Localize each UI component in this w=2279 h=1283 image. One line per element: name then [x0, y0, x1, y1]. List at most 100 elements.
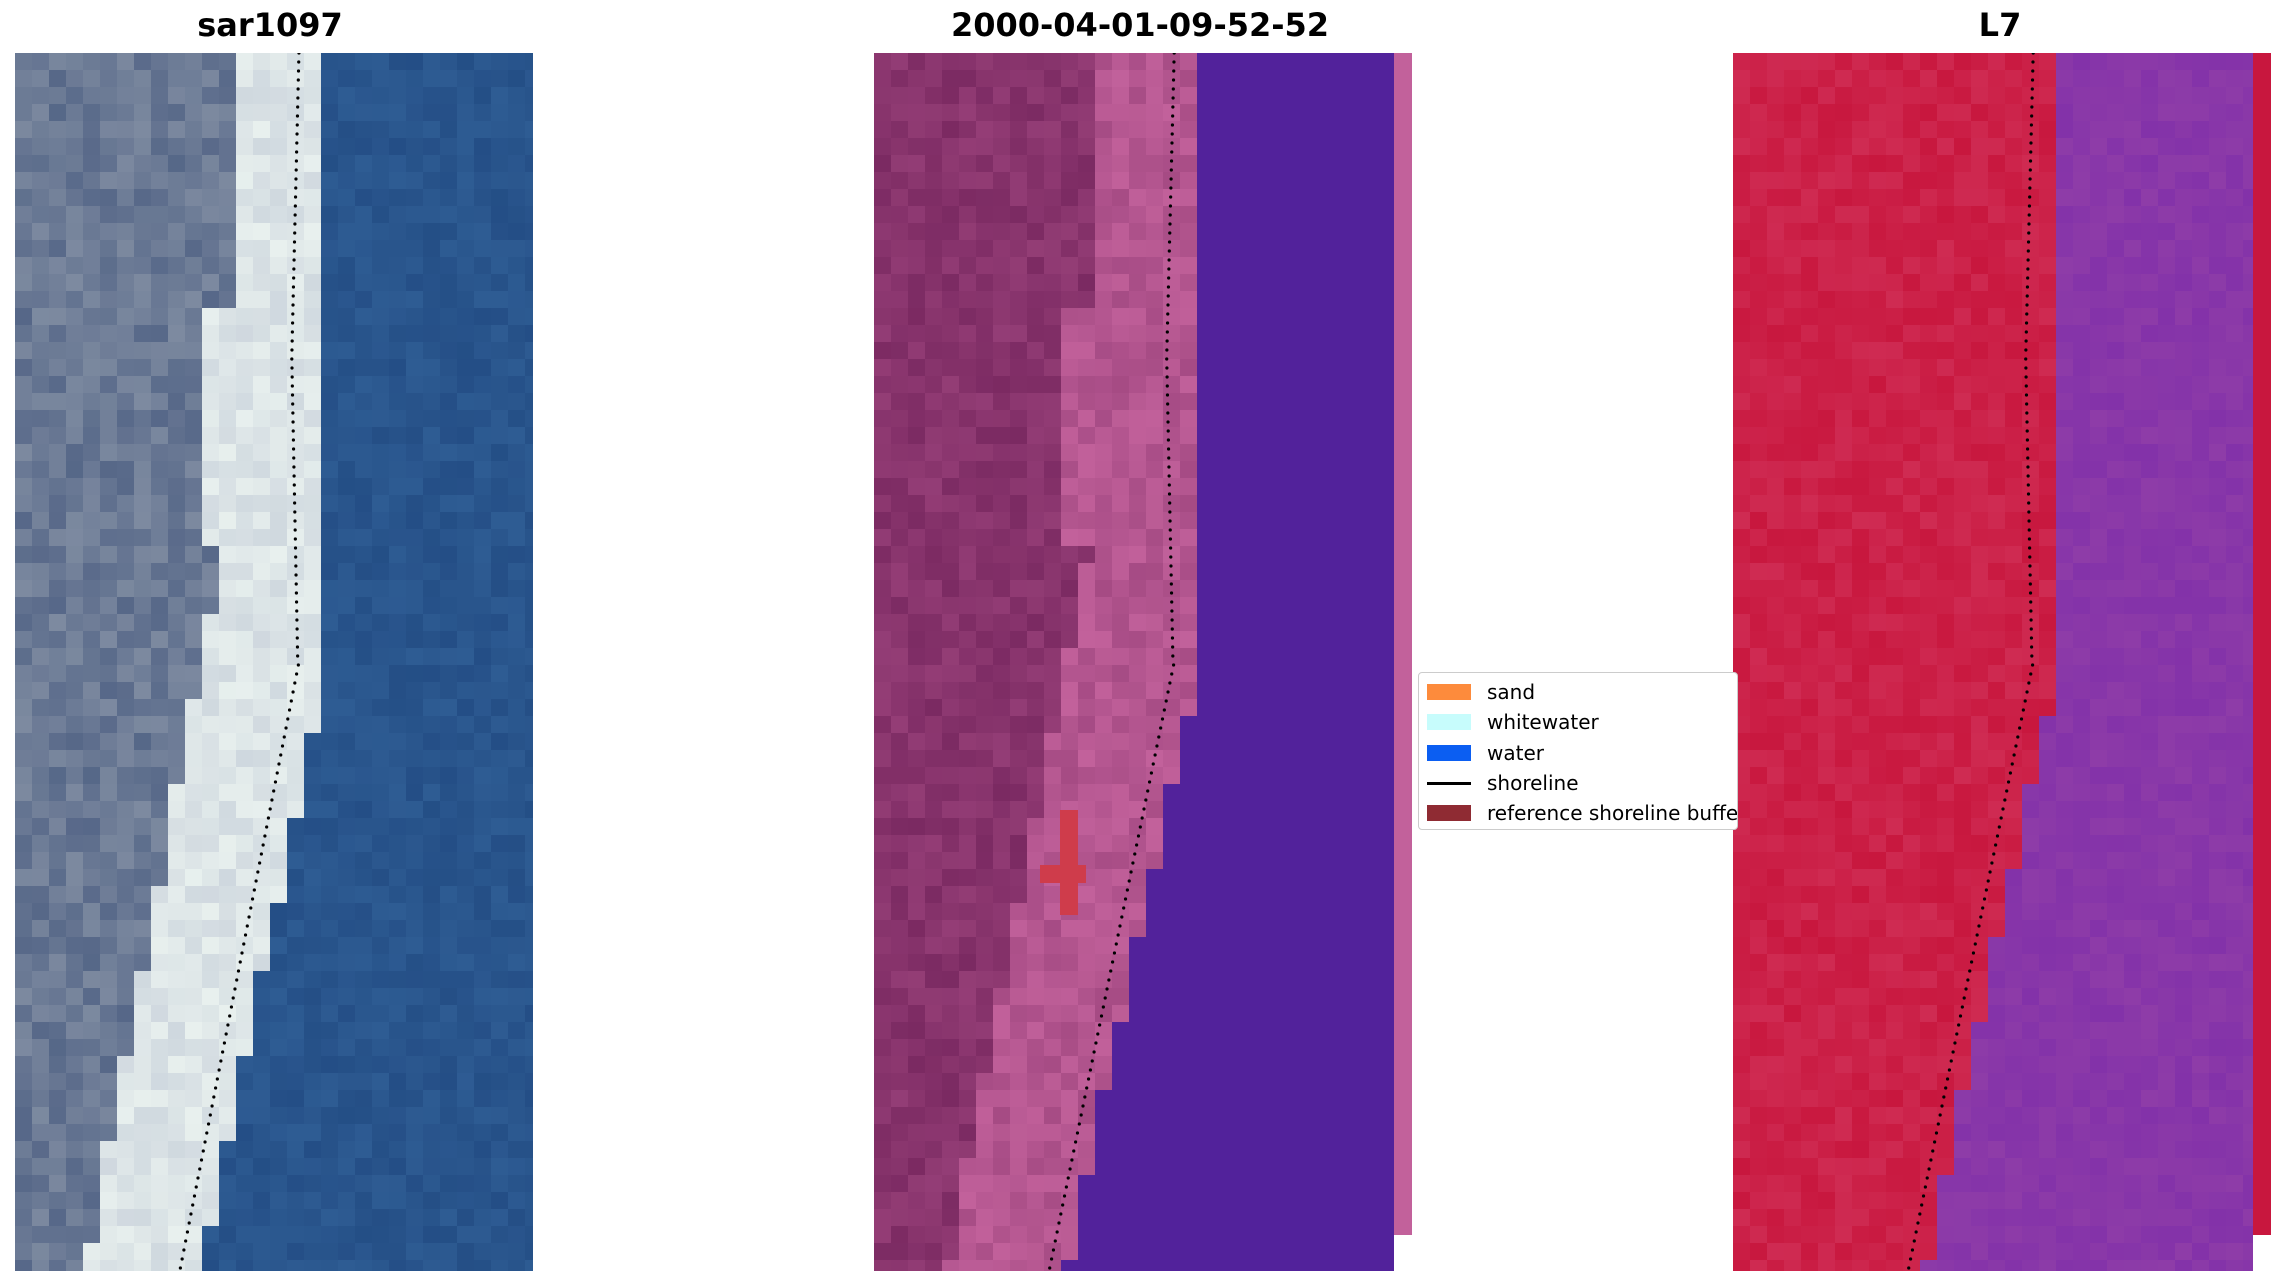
raster-pixel — [1027, 937, 1045, 955]
raster-pixel — [83, 563, 101, 581]
raster-pixel — [1248, 1175, 1266, 1193]
raster-pixel — [1367, 631, 1385, 649]
raster-pixel — [83, 189, 101, 207]
raster-pixel — [1010, 427, 1028, 445]
raster-pixel — [83, 342, 101, 360]
raster-pixel — [151, 512, 169, 530]
raster-pixel — [304, 461, 322, 479]
raster-pixel — [891, 478, 909, 496]
raster-pixel — [168, 1124, 186, 1142]
raster-pixel — [1078, 376, 1096, 394]
raster-pixel — [151, 988, 169, 1006]
raster-pixel — [83, 580, 101, 598]
shoreline-point — [1172, 60, 1176, 64]
raster-pixel — [168, 852, 186, 870]
raster-pixel — [440, 359, 458, 377]
raster-pixel — [1078, 1090, 1096, 1108]
raster-pixel — [117, 529, 135, 547]
raster-pixel — [1214, 818, 1232, 836]
raster-pixel — [83, 1226, 101, 1244]
raster-pixel — [168, 1260, 186, 1271]
shoreline-point — [293, 519, 297, 523]
raster-pixel — [100, 1124, 118, 1142]
raster-pixel — [202, 138, 220, 156]
raster-pixel — [100, 189, 118, 207]
raster-pixel — [321, 325, 339, 343]
raster-pixel — [49, 291, 67, 309]
raster-pixel — [100, 206, 118, 224]
raster-pixel — [874, 410, 892, 428]
raster-pixel — [1078, 818, 1096, 836]
raster-pixel — [287, 257, 305, 275]
raster-pixel — [134, 53, 152, 71]
raster-pixel — [1248, 597, 1266, 615]
raster-pixel — [1265, 1175, 1283, 1193]
raster-pixel — [100, 495, 118, 513]
raster-pixel — [49, 903, 67, 921]
raster-pixel — [440, 223, 458, 241]
raster-pixel — [491, 70, 509, 88]
raster-pixel — [355, 240, 373, 258]
raster-pixel — [874, 801, 892, 819]
raster-pixel — [236, 750, 254, 768]
raster-pixel — [942, 767, 960, 785]
raster-pixel — [389, 954, 407, 972]
raster-pixel — [168, 1056, 186, 1074]
raster-pixel — [1784, 70, 1802, 88]
raster-pixel — [1350, 1192, 1368, 1210]
raster-pixel — [1078, 104, 1096, 122]
raster-pixel — [525, 818, 533, 836]
raster-pixel — [372, 818, 390, 836]
raster-pixel — [2192, 121, 2210, 139]
raster-pixel — [440, 444, 458, 462]
raster-pixel — [1112, 274, 1130, 292]
raster-pixel — [908, 665, 926, 683]
raster-pixel — [976, 155, 994, 173]
raster-pixel — [1129, 716, 1147, 734]
raster-pixel — [304, 699, 322, 717]
raster-pixel — [908, 155, 926, 173]
raster-pixel — [1248, 53, 1266, 71]
raster-pixel — [49, 495, 67, 513]
raster-pixel — [1010, 886, 1028, 904]
raster-pixel — [168, 767, 186, 785]
raster-pixel — [1316, 495, 1334, 513]
raster-pixel — [117, 393, 135, 411]
raster-pixel — [1265, 869, 1283, 887]
raster-pixel — [66, 631, 84, 649]
raster-pixel — [1248, 1209, 1266, 1227]
raster-pixel — [525, 1175, 533, 1193]
raster-pixel — [49, 223, 67, 241]
raster-pixel — [508, 1073, 526, 1091]
raster-pixel — [891, 427, 909, 445]
raster-pixel — [993, 223, 1011, 241]
raster-pixel — [1248, 342, 1266, 360]
raster-pixel — [508, 495, 526, 513]
raster-pixel — [1078, 631, 1096, 649]
raster-pixel — [236, 1073, 254, 1091]
raster-pixel — [1265, 597, 1283, 615]
raster-pixel — [1214, 1260, 1232, 1271]
raster-pixel — [1129, 70, 1147, 88]
raster-pixel — [993, 461, 1011, 479]
raster-pixel — [270, 257, 288, 275]
raster-pixel — [423, 1141, 441, 1159]
raster-pixel — [1316, 121, 1334, 139]
raster-pixel — [1971, 87, 1989, 105]
raster-pixel — [525, 971, 533, 989]
raster-pixel — [891, 291, 909, 309]
raster-pixel — [134, 1158, 152, 1176]
raster-pixel — [66, 87, 84, 105]
raster-pixel — [942, 189, 960, 207]
raster-pixel — [32, 1209, 50, 1227]
raster-pixel — [406, 1073, 424, 1091]
raster-pixel — [925, 1005, 943, 1023]
raster-pixel — [1163, 1124, 1181, 1142]
raster-pixel — [1367, 954, 1385, 972]
raster-pixel — [185, 240, 203, 258]
raster-pixel — [1061, 699, 1079, 717]
shoreline-point — [1077, 1122, 1081, 1126]
raster-pixel — [1010, 274, 1028, 292]
raster-pixel — [1316, 308, 1334, 326]
raster-pixel — [270, 325, 288, 343]
